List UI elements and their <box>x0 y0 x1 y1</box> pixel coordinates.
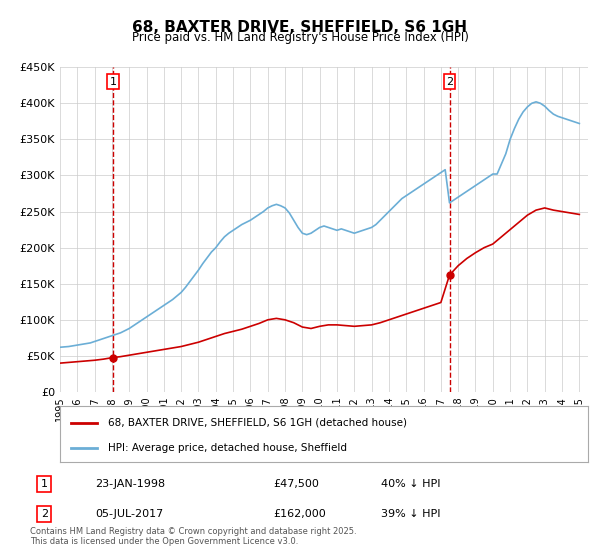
Text: 68, BAXTER DRIVE, SHEFFIELD, S6 1GH: 68, BAXTER DRIVE, SHEFFIELD, S6 1GH <box>133 20 467 35</box>
Text: £162,000: £162,000 <box>273 509 326 519</box>
Text: 1: 1 <box>110 77 116 87</box>
Text: 39% ↓ HPI: 39% ↓ HPI <box>381 509 440 519</box>
Text: Price paid vs. HM Land Registry's House Price Index (HPI): Price paid vs. HM Land Registry's House … <box>131 31 469 44</box>
Text: 68, BAXTER DRIVE, SHEFFIELD, S6 1GH (detached house): 68, BAXTER DRIVE, SHEFFIELD, S6 1GH (det… <box>107 418 407 428</box>
Text: £47,500: £47,500 <box>273 479 319 489</box>
Text: 23-JAN-1998: 23-JAN-1998 <box>95 479 165 489</box>
Text: 05-JUL-2017: 05-JUL-2017 <box>95 509 163 519</box>
Text: HPI: Average price, detached house, Sheffield: HPI: Average price, detached house, Shef… <box>107 443 347 453</box>
Text: Contains HM Land Registry data © Crown copyright and database right 2025.
This d: Contains HM Land Registry data © Crown c… <box>30 526 356 546</box>
Text: 2: 2 <box>446 77 453 87</box>
Text: 2: 2 <box>41 509 48 519</box>
Text: 1: 1 <box>41 479 48 489</box>
Text: 40% ↓ HPI: 40% ↓ HPI <box>381 479 440 489</box>
